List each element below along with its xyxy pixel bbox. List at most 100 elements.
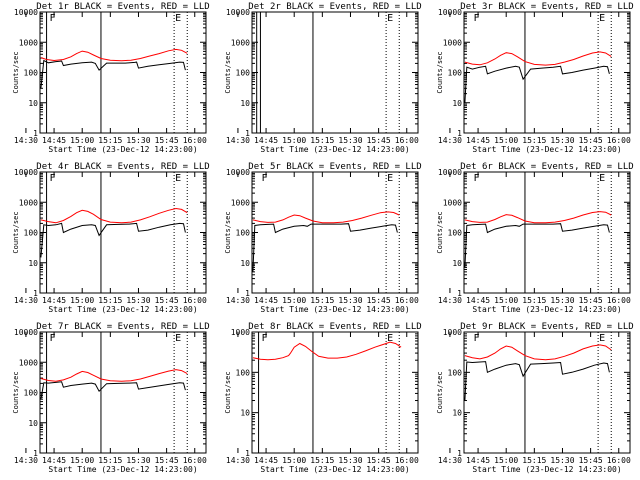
panel-det-2: Det 2r BLACK = Events, RED = LLD 1 10 100 10… [224,2,422,154]
x-tick-label: 15:00 [282,456,306,465]
x-tick-label: 16:00 [607,456,631,465]
flag-label: F [49,13,55,24]
x-tick-label: 15:15 [98,456,122,465]
y-tick-label: 10 [240,99,250,108]
x-tick-label: 15:30 [338,136,362,145]
x-tick-label: 15:30 [126,296,150,305]
y-tick-label: 1000 [443,328,462,337]
series-line-events [40,381,186,400]
flag-label: E [387,173,393,184]
series-line-lld [40,48,188,62]
x-axis-label: Start Time (23-Dec-12 14:23:00) [260,305,409,314]
flag-label: E [599,13,605,24]
y-tick-label: 100 [448,69,463,78]
plot-frame [463,11,631,134]
y-tick-label: 1 [245,129,250,138]
y-tick-label: 1000 [443,198,462,207]
x-tick-label: 15:15 [310,296,334,305]
y-tick-label: 100 [24,69,39,78]
x-tick-label: 15:45 [579,456,603,465]
panel-title: Det 1r BLACK = Events, RED = LLD [36,2,209,12]
y-tick-label: 1 [457,129,462,138]
panel-det-3: Det 3r BLACK = Events, RED = LLD 1 10 100 10… [436,2,634,154]
x-tick-label: 14:45 [254,136,278,145]
series-line-lld [464,211,612,224]
x-tick-label: 14:30 [226,456,250,465]
x-tick-label: 15:30 [550,456,574,465]
flag-label: E [175,333,181,344]
y-tick-label: 1 [245,289,250,298]
x-axis-label: Start Time (23-Dec-12 14:23:00) [48,465,197,474]
x-axis-label: Start Time (23-Dec-12 14:23:00) [48,145,197,154]
flag-label: E [387,13,393,24]
plot-frame [39,331,207,454]
x-tick-label: 15:00 [494,136,518,145]
flag-label: F [473,173,479,184]
x-tick-label: 15:00 [494,296,518,305]
x-axis-label: Start Time (23-Dec-12 14:23:00) [472,465,621,474]
x-tick-label: 15:30 [126,456,150,465]
x-tick-label: 16:00 [183,136,207,145]
x-tick-label: 15:00 [282,136,306,145]
x-tick-label: 15:15 [522,296,546,305]
y-tick-label: 1000 [19,38,38,47]
x-tick-label: 15:45 [155,456,179,465]
series-line-lld [40,369,188,382]
y-tick-label: 1 [457,449,462,458]
series-line-lld [252,211,400,224]
panel-title: Det 8r BLACK = Events, RED = LLD [248,322,421,332]
y-tick-label: 100 [236,368,251,377]
y-tick-label: 100 [236,69,251,78]
x-tick-label: 15:15 [522,136,546,145]
y-tick-label: 10 [452,99,462,108]
series-line-events [464,361,610,401]
x-tick-label: 16:00 [395,136,419,145]
x-tick-label: 15:00 [70,456,94,465]
y-tick-label: 10 [240,259,250,268]
y-tick-label: 100 [448,229,463,238]
y-tick-label: 10 [452,409,462,418]
series-line-lld [40,207,188,224]
panel-title: Det 2r BLACK = Events, RED = LLD [248,2,421,12]
x-tick-label: 15:00 [494,456,518,465]
x-tick-label: 14:45 [42,456,66,465]
x-tick-label: 16:00 [607,296,631,305]
x-tick-label: 15:30 [338,456,362,465]
x-tick-label: 14:45 [254,296,278,305]
x-tick-label: 15:45 [155,136,179,145]
x-tick-label: 14:30 [226,296,250,305]
x-tick-label: 14:45 [254,456,278,465]
x-tick-label: 15:15 [522,456,546,465]
x-tick-label: 15:00 [70,296,94,305]
series-line-events [40,59,186,89]
plot-frame [251,171,419,294]
x-tick-label: 14:30 [14,456,38,465]
panel-det-5: Det 5r BLACK = Events, RED = LLD 1 10 100 10… [224,162,422,314]
x-tick-label: 14:45 [466,136,490,145]
x-tick-label: 14:45 [466,456,490,465]
x-tick-label: 15:45 [579,296,603,305]
y-axis-label: Counts/sec [436,51,444,93]
y-axis-label: Counts/sec [12,211,20,253]
y-axis-label: Counts/sec [12,371,20,413]
x-tick-label: 14:30 [14,136,38,145]
y-tick-label: 1 [33,449,38,458]
y-axis-label: Counts/sec [224,51,232,93]
x-tick-label: 15:45 [579,136,603,145]
y-tick-label: 100 [24,389,39,398]
y-tick-label: 1000 [231,38,250,47]
plot-frame [251,11,419,134]
x-axis-label: Start Time (23-Dec-12 14:23:00) [260,465,409,474]
x-tick-label: 14:45 [42,296,66,305]
plot-frame [463,331,631,454]
y-tick-label: 1 [33,289,38,298]
x-tick-label: 16:00 [395,456,419,465]
x-tick-label: 16:00 [395,296,419,305]
flag-label: E [599,333,605,344]
panel-title: Det 7r BLACK = Events, RED = LLD [36,322,209,332]
y-tick-label: 1000 [443,38,462,47]
y-tick-label: 10 [28,99,38,108]
flag-label: F [261,173,267,184]
y-axis-label: Counts/sec [224,211,232,253]
